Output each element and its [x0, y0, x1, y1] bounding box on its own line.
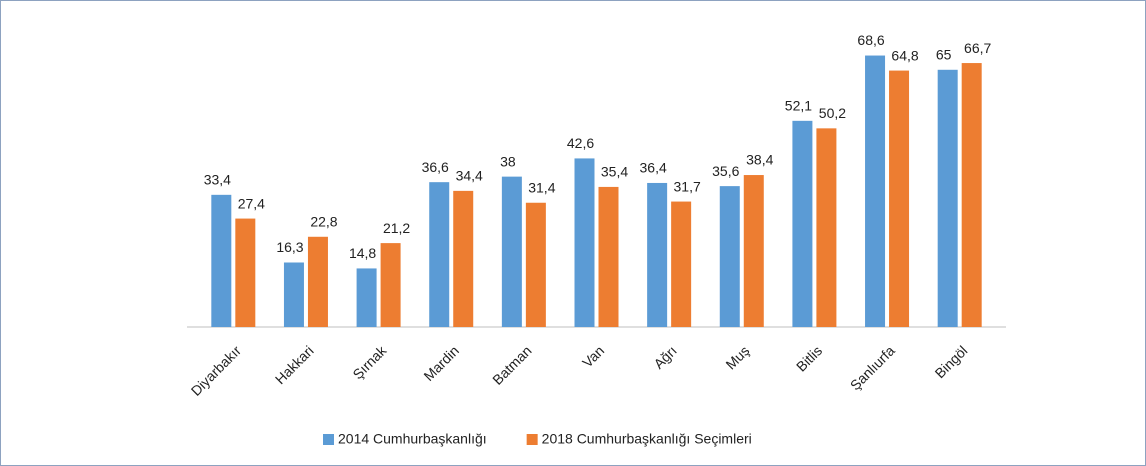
- bar: [574, 158, 595, 327]
- data-label: 21,2: [383, 220, 410, 236]
- legend-swatch: [526, 434, 538, 445]
- bar: [211, 194, 232, 327]
- data-label: 36,4: [640, 160, 667, 176]
- data-label: 27,4: [238, 195, 265, 211]
- legend-label: 2018 Cumhurbaşkanlığı Seçimleri: [542, 431, 752, 447]
- data-label: 64,8: [891, 47, 918, 63]
- bar: [307, 236, 328, 327]
- data-label: 65: [936, 46, 952, 62]
- data-label: 31,4: [528, 179, 555, 195]
- bar: [598, 186, 619, 327]
- bar: [865, 55, 886, 327]
- data-label: 50,2: [819, 105, 846, 121]
- data-label: 52,1: [785, 98, 812, 114]
- bar: [453, 190, 474, 327]
- bar: [743, 175, 764, 327]
- data-label: 35,6: [712, 163, 739, 179]
- data-label: 36,6: [422, 159, 449, 175]
- data-label: 66,7: [964, 40, 991, 56]
- data-label: 31,7: [674, 178, 701, 194]
- bar: [380, 243, 401, 327]
- data-label: 42,6: [567, 135, 594, 151]
- bar: [525, 202, 546, 327]
- bar: [671, 201, 692, 327]
- data-label: 35,4: [601, 164, 628, 180]
- bar: [719, 186, 740, 327]
- bar: [283, 262, 304, 327]
- data-label: 34,4: [456, 168, 483, 184]
- bar: [792, 120, 813, 327]
- data-label: 22,8: [310, 213, 337, 229]
- bar: [501, 176, 522, 327]
- bar: [429, 182, 450, 327]
- bar: [961, 63, 982, 328]
- data-label: 14,8: [349, 245, 376, 261]
- bar: [647, 182, 668, 327]
- legend-swatch: [323, 434, 334, 445]
- data-label: 16,3: [276, 239, 303, 255]
- bar: [889, 70, 910, 327]
- bar: [235, 218, 256, 327]
- data-label: 38: [500, 153, 516, 169]
- data-label: 38,4: [746, 152, 773, 168]
- bar: [356, 268, 377, 327]
- legend-label: 2014 Cumhurbaşkanlığı: [338, 431, 487, 447]
- data-label: 68,6: [857, 32, 884, 48]
- bar: [816, 128, 837, 327]
- bar: [937, 69, 958, 328]
- data-label: 33,4: [204, 172, 231, 188]
